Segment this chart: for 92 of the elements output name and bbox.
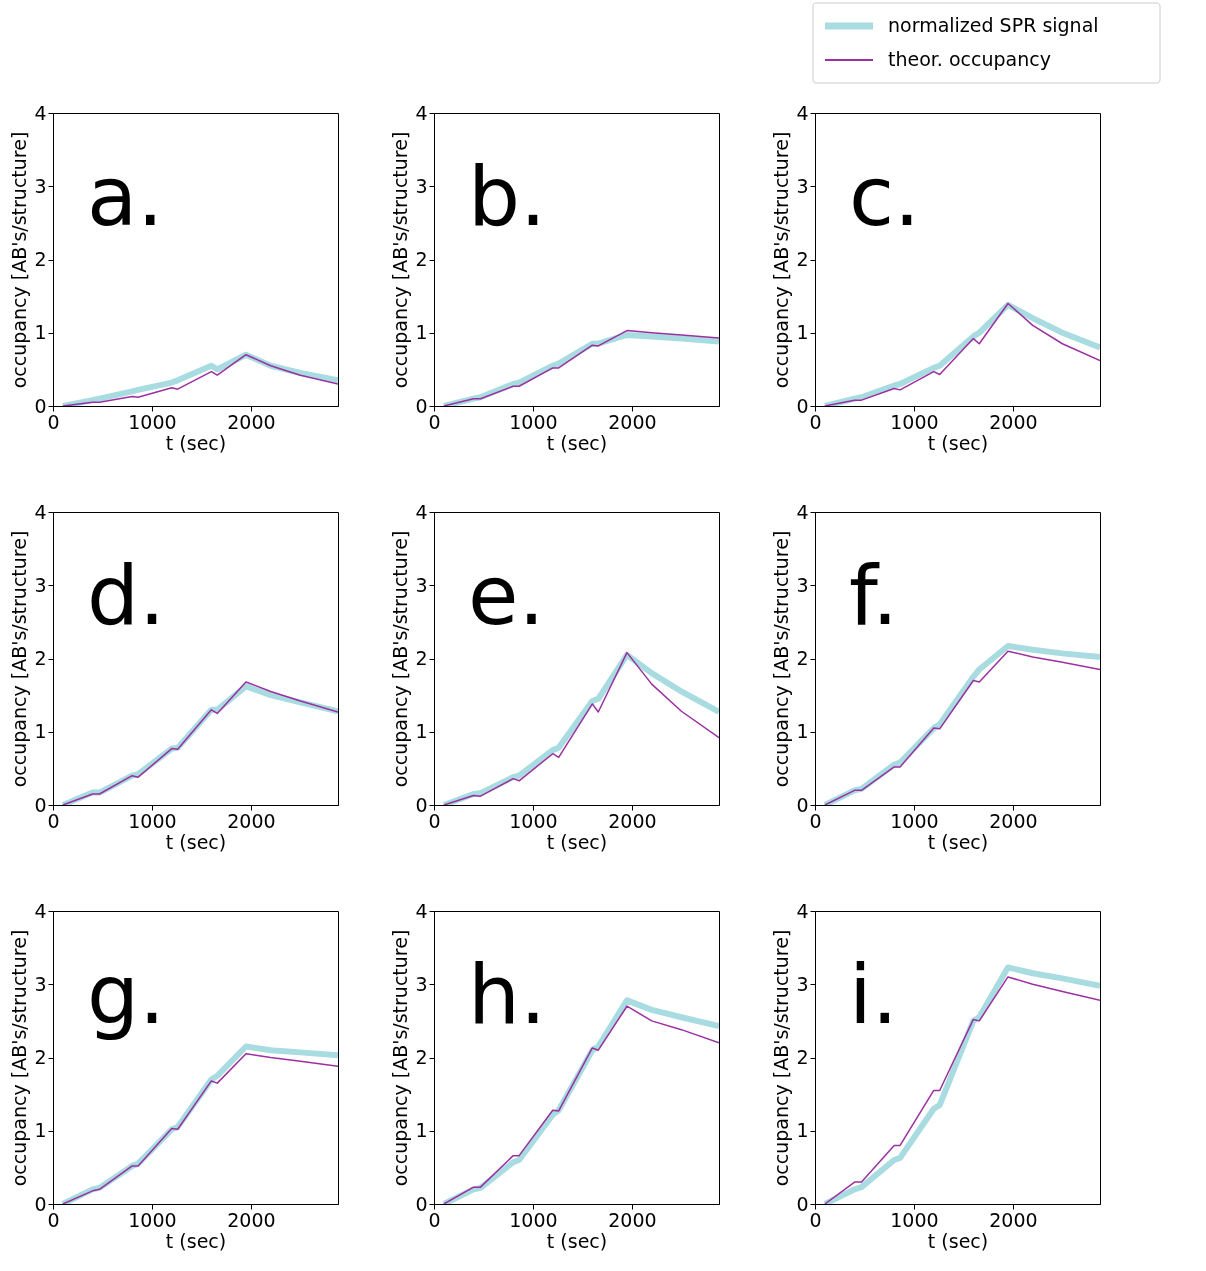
- y-tick-label: 1: [34, 720, 47, 743]
- annotation: g.: [87, 947, 166, 1042]
- y-tick-label: 0: [415, 793, 428, 816]
- y-tick-label: 4: [34, 500, 47, 523]
- y-tick-label: 4: [415, 899, 428, 922]
- x-tick-label: 1000: [890, 410, 939, 433]
- y-tick-label: 3: [415, 972, 428, 995]
- y-tick-label: 1: [415, 720, 428, 743]
- annotation: a.: [87, 149, 164, 244]
- y-tick-label: 3: [796, 573, 809, 596]
- x-axis-title: t (sec): [546, 830, 608, 853]
- annotation: d.: [87, 548, 166, 643]
- y-tick-label: 4: [34, 899, 47, 922]
- y-tick-label: 2: [34, 1046, 47, 1068]
- y-axis-title: occupancy [AB's/structure]: [389, 530, 412, 788]
- y-tick-label: 4: [415, 500, 428, 523]
- y-tick-label: 0: [415, 1192, 428, 1215]
- x-tick-label: 2000: [608, 1208, 657, 1231]
- x-tick-label: 1000: [509, 1208, 558, 1231]
- y-tick-label: 0: [796, 793, 809, 816]
- x-tick-label: 2000: [608, 410, 657, 433]
- y-axis-title: occupancy [AB's/structure]: [389, 131, 412, 389]
- x-axis-title: t (sec): [165, 431, 227, 454]
- y-tick-label: 0: [796, 1192, 809, 1215]
- y-tick-label: 4: [796, 899, 809, 922]
- y-tick-label: 4: [34, 101, 47, 124]
- y-tick-label: 2: [34, 248, 47, 270]
- y-tick-label: 1: [415, 1119, 428, 1142]
- y-axis-title: occupancy [AB's/structure]: [389, 929, 412, 1187]
- x-tick-label: 2000: [989, 1208, 1038, 1231]
- x-axis-title: t (sec): [927, 1229, 989, 1252]
- y-axis-title: occupancy [AB's/structure]: [8, 530, 31, 788]
- x-axis-title: t (sec): [165, 1229, 227, 1252]
- x-axis-title: t (sec): [927, 431, 989, 454]
- annotation: e.: [468, 548, 545, 643]
- y-tick-label: 3: [415, 573, 428, 596]
- x-tick-label: 2000: [608, 809, 657, 832]
- x-tick-label: 2000: [989, 410, 1038, 433]
- y-axis-title: occupancy [AB's/structure]: [770, 530, 793, 788]
- y-tick-label: 0: [34, 793, 47, 816]
- y-tick-label: 3: [415, 174, 428, 197]
- annotation: f.: [849, 548, 898, 643]
- y-tick-label: 3: [34, 573, 47, 596]
- y-tick-label: 3: [34, 174, 47, 197]
- y-tick-label: 4: [415, 101, 428, 124]
- y-axis-title: occupancy [AB's/structure]: [770, 131, 793, 389]
- annotation: c.: [849, 149, 921, 244]
- y-tick-label: 1: [796, 1119, 809, 1142]
- y-tick-label: 2: [796, 1046, 809, 1068]
- x-tick-label: 2000: [989, 809, 1038, 832]
- y-tick-label: 0: [34, 394, 47, 417]
- annotation: b.: [468, 149, 547, 244]
- y-tick-label: 1: [34, 1119, 47, 1142]
- x-axis-title: t (sec): [546, 431, 608, 454]
- y-tick-label: 2: [34, 647, 47, 669]
- y-tick-label: 2: [415, 248, 428, 270]
- x-tick-label: 1000: [128, 809, 177, 832]
- x-tick-label: 1000: [890, 809, 939, 832]
- legend-label: theor. occupancy: [888, 48, 1051, 70]
- x-axis-title: t (sec): [165, 830, 227, 853]
- y-tick-label: 2: [796, 248, 809, 270]
- x-tick-label: 1000: [890, 1208, 939, 1231]
- legend-label: normalized SPR signal: [888, 14, 1099, 36]
- y-tick-label: 1: [796, 321, 809, 344]
- y-tick-label: 3: [796, 174, 809, 197]
- x-tick-label: 1000: [509, 809, 558, 832]
- x-tick-label: 2000: [227, 1208, 276, 1231]
- x-tick-label: 1000: [128, 410, 177, 433]
- y-tick-label: 2: [415, 647, 428, 669]
- y-tick-label: 2: [796, 647, 809, 669]
- x-axis-title: t (sec): [927, 830, 989, 853]
- annotation: h.: [468, 947, 547, 1042]
- y-tick-label: 4: [796, 500, 809, 523]
- y-tick-label: 3: [34, 972, 47, 995]
- y-axis-title: occupancy [AB's/structure]: [770, 929, 793, 1187]
- y-tick-label: 3: [796, 972, 809, 995]
- y-tick-label: 1: [34, 321, 47, 344]
- y-tick-label: 4: [796, 101, 809, 124]
- x-tick-label: 2000: [227, 410, 276, 433]
- x-axis-title: t (sec): [546, 1229, 608, 1252]
- annotation: i.: [849, 947, 898, 1042]
- y-axis-title: occupancy [AB's/structure]: [8, 929, 31, 1187]
- y-axis-title: occupancy [AB's/structure]: [8, 131, 31, 389]
- y-tick-label: 0: [34, 1192, 47, 1215]
- y-tick-label: 0: [796, 394, 809, 417]
- x-tick-label: 1000: [509, 410, 558, 433]
- y-tick-label: 1: [415, 321, 428, 344]
- y-tick-label: 2: [415, 1046, 428, 1068]
- x-tick-label: 1000: [128, 1208, 177, 1231]
- y-tick-label: 0: [415, 394, 428, 417]
- y-tick-label: 1: [796, 720, 809, 743]
- x-tick-label: 2000: [227, 809, 276, 832]
